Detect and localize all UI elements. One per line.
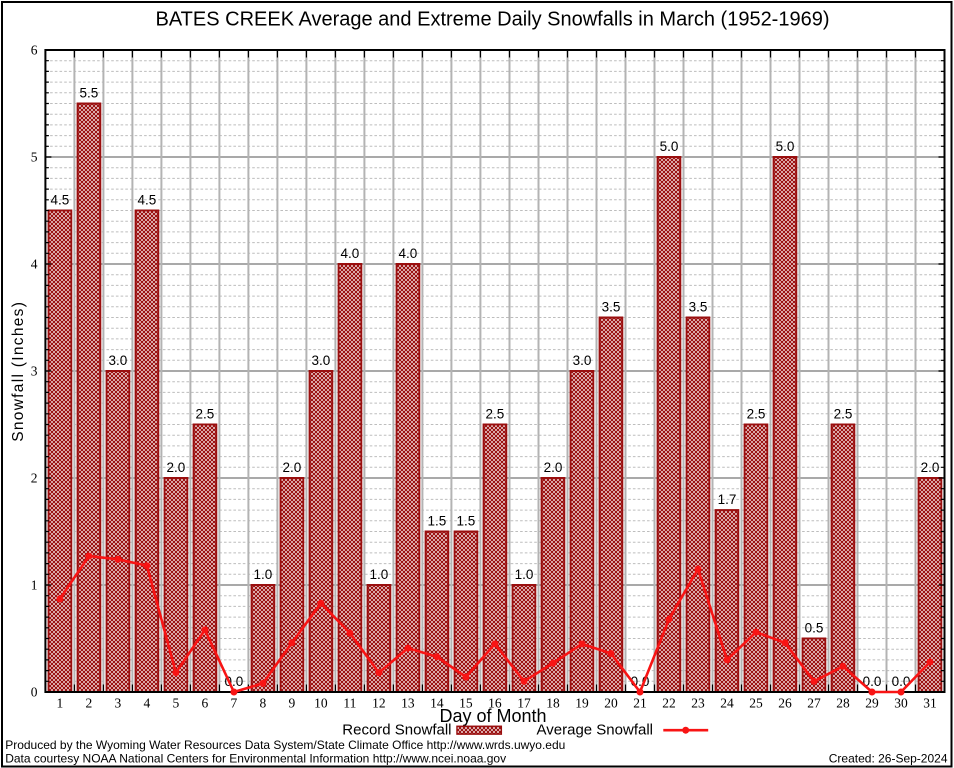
svg-text:26: 26 [778,696,792,711]
svg-text:4: 4 [144,696,151,711]
svg-text:5.5: 5.5 [80,86,99,101]
svg-text:4.0: 4.0 [341,246,360,261]
svg-text:25: 25 [749,696,763,711]
svg-text:2.0: 2.0 [167,460,186,475]
svg-text:5: 5 [173,696,180,711]
svg-text:8: 8 [260,696,267,711]
svg-text:1.7: 1.7 [718,492,737,507]
svg-text:1.0: 1.0 [515,567,534,582]
svg-text:5: 5 [31,149,38,164]
svg-text:0: 0 [31,684,38,699]
svg-text:2.0: 2.0 [921,460,940,475]
svg-text:21: 21 [633,696,647,711]
svg-text:31: 31 [923,696,937,711]
svg-text:20: 20 [604,696,618,711]
svg-text:1.5: 1.5 [428,514,447,529]
svg-text:3.5: 3.5 [602,300,621,315]
svg-text:18: 18 [546,696,560,711]
svg-text:0.0: 0.0 [225,674,244,689]
svg-text:Snowfall (Inches): Snowfall (Inches) [10,301,27,442]
svg-text:11: 11 [343,696,356,711]
svg-text:2.5: 2.5 [747,407,766,422]
svg-text:2.5: 2.5 [196,407,215,422]
svg-text:28: 28 [836,696,850,711]
svg-text:1.0: 1.0 [254,567,273,582]
svg-text:22: 22 [662,696,676,711]
svg-text:4.5: 4.5 [138,193,157,208]
svg-text:4.5: 4.5 [51,193,70,208]
svg-text:15: 15 [459,696,473,711]
svg-text:3.0: 3.0 [109,353,128,368]
svg-text:29: 29 [865,696,879,711]
svg-text:Day of Month: Day of Month [439,706,546,726]
svg-text:2.5: 2.5 [834,407,853,422]
svg-text:2: 2 [86,696,93,711]
svg-text:24: 24 [720,696,734,711]
svg-text:3.0: 3.0 [573,353,592,368]
svg-text:BATES CREEK Average and Extrem: BATES CREEK Average and Extreme Daily Sn… [155,8,829,30]
svg-text:3: 3 [31,363,38,378]
svg-text:Produced by the Wyoming Water: Produced by the Wyoming Water Resources … [5,738,565,752]
svg-text:16: 16 [488,696,502,711]
svg-text:0.0: 0.0 [863,674,882,689]
svg-text:7: 7 [231,696,238,711]
svg-text:2.5: 2.5 [486,407,505,422]
svg-text:10: 10 [314,696,328,711]
svg-text:27: 27 [807,696,821,711]
svg-text:4.0: 4.0 [399,246,418,261]
svg-text:6: 6 [202,696,209,711]
svg-text:5.0: 5.0 [776,139,795,154]
svg-text:5.0: 5.0 [660,139,679,154]
svg-text:0.0: 0.0 [892,674,911,689]
svg-text:2: 2 [31,470,38,485]
svg-text:Record Snowfall: Record Snowfall [342,722,451,739]
svg-text:0.5: 0.5 [805,621,824,636]
svg-text:9: 9 [289,696,296,711]
svg-text:1.0: 1.0 [370,567,389,582]
svg-text:23: 23 [691,696,705,711]
svg-text:Created: 26-Sep-2024: Created: 26-Sep-2024 [829,751,948,765]
svg-text:Average Snowfall: Average Snowfall [537,722,653,739]
svg-text:1: 1 [31,577,38,592]
svg-text:6: 6 [31,42,38,57]
svg-text:17: 17 [517,696,531,711]
svg-text:3.0: 3.0 [312,353,331,368]
svg-text:4: 4 [31,256,38,271]
svg-text:13: 13 [401,696,415,711]
svg-text:3: 3 [115,696,122,711]
svg-text:2.0: 2.0 [283,460,302,475]
svg-text:Data courtesy NOAA National Ce: Data courtesy NOAA National Centers for … [5,751,506,765]
svg-text:12: 12 [372,696,386,711]
svg-text:14: 14 [430,696,444,711]
svg-text:30: 30 [894,696,908,711]
svg-text:3.5: 3.5 [689,300,708,315]
svg-text:2.0: 2.0 [544,460,563,475]
svg-text:1: 1 [57,696,64,711]
svg-text:19: 19 [575,696,589,711]
svg-text:1.5: 1.5 [457,514,476,529]
